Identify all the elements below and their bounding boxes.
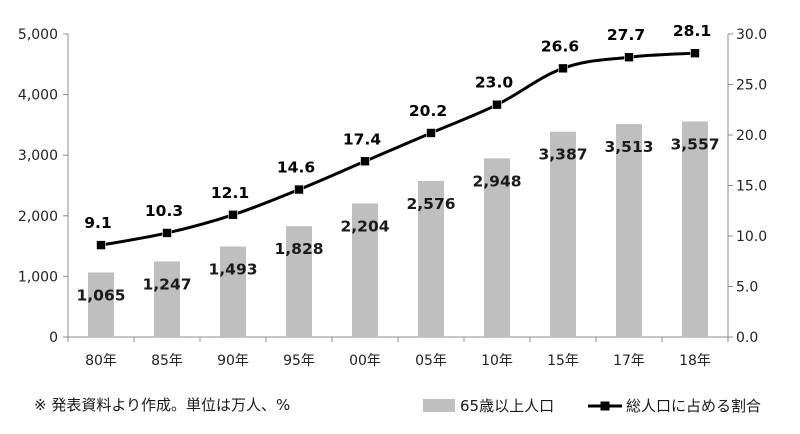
bar <box>286 226 312 337</box>
line-data-labels: 9.1 10.3 12.1 14.6 17.4 20.2 23.0 26.6 27.7 28.1 <box>84 22 711 232</box>
line-marker <box>294 184 304 195</box>
line-data-label: 26.6 <box>541 37 579 55</box>
left-y-tick-label: 3,000 <box>18 148 58 164</box>
x-tick-label: 05年 <box>415 353 447 369</box>
bar <box>352 203 378 337</box>
bar-data-label: 3,513 <box>604 138 653 156</box>
left-y-tick-label: 0 <box>49 330 58 346</box>
line-marker <box>162 228 172 238</box>
left-y-axis-tick-labels: 0 1,000 2,000 3,000 4,000 5,000 <box>18 27 58 346</box>
bar <box>484 158 510 337</box>
footnote: ※ 発表資料より作成。単位は万人、% <box>34 396 290 414</box>
line-data-label: 10.3 <box>145 202 183 220</box>
left-y-tick-label: 5,000 <box>18 27 58 43</box>
right-y-tick-label: 5.0 <box>736 280 758 296</box>
x-tick-label: 90年 <box>217 353 249 369</box>
bar-data-label: 1,065 <box>76 286 125 304</box>
line-marker <box>492 99 502 110</box>
line-data-label: 14.6 <box>277 159 315 177</box>
line-path <box>100 51 696 247</box>
left-y-tick-label: 1,000 <box>18 269 58 285</box>
line-marker <box>360 156 370 167</box>
bar-series <box>88 121 708 337</box>
bar-data-label: 3,557 <box>670 135 719 153</box>
x-axis-tick-labels: 80年 85年 90年 95年 00年 05年 10年 15年 17年 18年 <box>85 353 711 369</box>
line-marker <box>96 240 106 250</box>
line-data-label: 23.0 <box>475 74 513 92</box>
line-marker <box>624 52 634 63</box>
left-y-tick-label: 2,000 <box>18 209 58 225</box>
right-y-tick-label: 15.0 <box>736 179 767 195</box>
legend-bar-swatch <box>423 399 455 412</box>
bar-data-label: 2,576 <box>406 195 455 213</box>
bar-data-label: 1,247 <box>142 275 191 293</box>
line-marker <box>558 63 568 74</box>
bar <box>550 131 576 337</box>
line-series <box>96 48 700 250</box>
line-data-label: 28.1 <box>673 22 711 40</box>
bar <box>418 180 444 337</box>
line-data-label: 27.7 <box>607 26 645 44</box>
right-y-tick-label: 30.0 <box>736 27 767 43</box>
bar-data-label: 2,948 <box>472 172 521 190</box>
right-y-tick-label: 10.0 <box>736 229 767 245</box>
bar-data-label: 2,204 <box>340 217 389 235</box>
line-data-label: 20.2 <box>409 102 447 120</box>
right-y-axis-tick-labels: 0.0 5.0 10.0 15.0 20.0 25.0 30.0 <box>736 27 767 346</box>
legend-bar-label: 65歳以上人口 <box>460 397 554 415</box>
bar <box>88 272 114 337</box>
legend: 65歳以上人口 総人口に占める割合 <box>423 397 761 415</box>
bar <box>154 261 180 337</box>
line-marker <box>426 128 436 138</box>
x-tick-label: 17年 <box>613 353 645 369</box>
line-marker <box>228 209 238 220</box>
x-tick-label: 10年 <box>481 353 513 369</box>
line-data-label: 9.1 <box>84 214 111 232</box>
right-y-tick-label: 0.0 <box>736 330 758 346</box>
legend-line-label: 総人口に占める割合 <box>626 397 761 415</box>
line-marker <box>690 48 700 58</box>
x-tick-label: 15年 <box>547 353 579 369</box>
bar-data-label: 1,493 <box>208 261 257 279</box>
bar <box>616 124 642 337</box>
left-y-tick-label: 4,000 <box>18 88 58 104</box>
legend-line-marker <box>600 401 610 411</box>
bar <box>682 121 708 337</box>
x-tick-label: 95年 <box>283 353 315 369</box>
bar <box>220 246 246 337</box>
x-tick-label: 18年 <box>679 353 711 369</box>
bar-data-label: 1,828 <box>274 240 323 258</box>
line-data-label: 17.4 <box>343 130 381 148</box>
right-y-tick-label: 20.0 <box>736 128 767 144</box>
line-data-label: 12.1 <box>211 184 249 202</box>
x-tick-label: 85年 <box>151 353 183 369</box>
bar-data-label: 3,387 <box>538 146 587 164</box>
x-tick-label: 00年 <box>349 353 381 369</box>
x-tick-label: 80年 <box>85 353 117 369</box>
right-y-tick-label: 25.0 <box>736 78 767 94</box>
bar-data-labels: 1,065 1,247 1,493 1,828 2,204 2,576 2,948 3,387… <box>76 135 719 304</box>
